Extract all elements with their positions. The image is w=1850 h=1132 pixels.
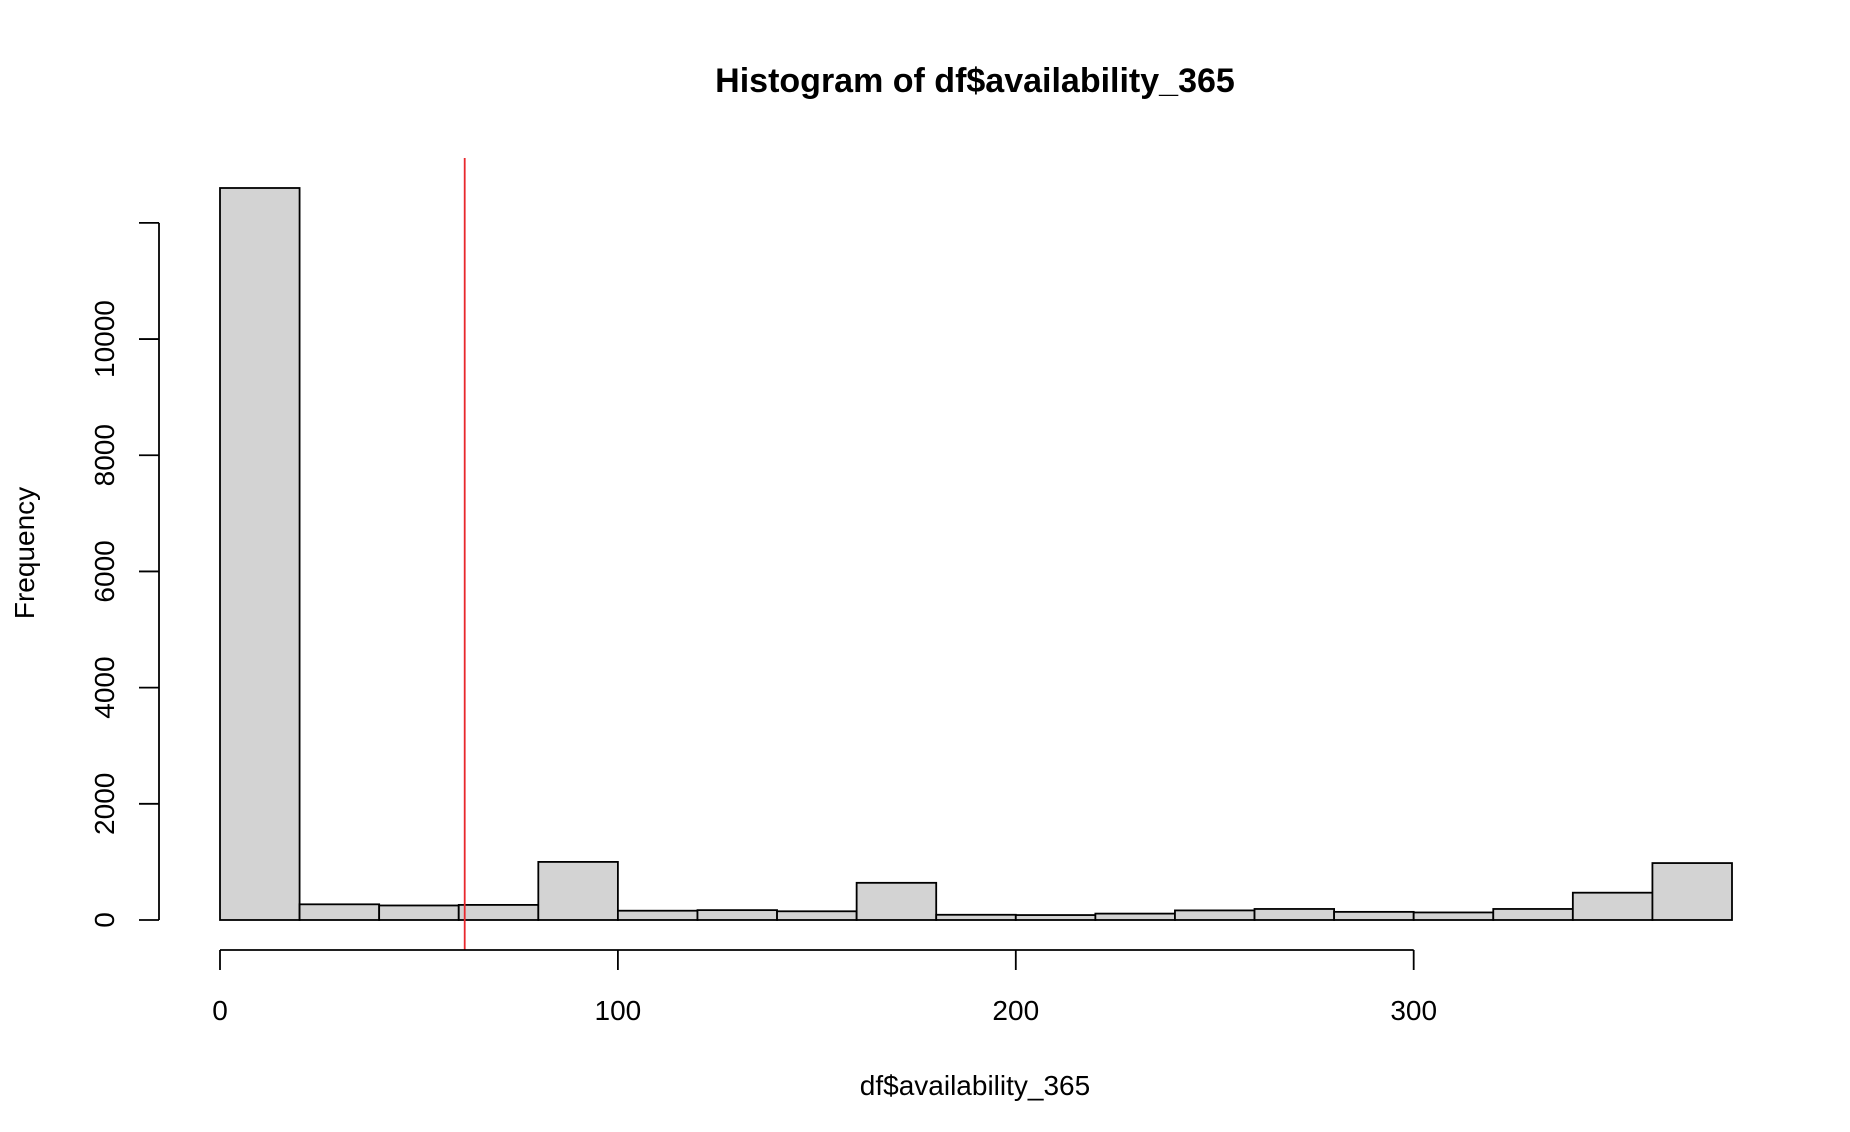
x-tick-label: 300 <box>1390 995 1437 1026</box>
histogram-bar <box>378 904 460 921</box>
y-tick-label: 10000 <box>89 300 120 378</box>
y-tick-label: 0 <box>89 912 120 928</box>
histogram-bar <box>1014 914 1097 921</box>
y-axis: 0 2000 4000 6000 8000 10000 <box>89 221 160 928</box>
x-tick-label: 0 <box>212 995 228 1026</box>
histogram-bar <box>1174 909 1256 921</box>
x-tick-label: 200 <box>992 995 1039 1026</box>
histogram-bar <box>696 909 778 921</box>
histogram-bar <box>1571 891 1654 921</box>
histogram-bar <box>1333 910 1415 921</box>
x-tick-label: 100 <box>595 995 642 1026</box>
chart-title: Histogram of df$availability_365 <box>715 62 1235 100</box>
y-tick-label: 8000 <box>89 424 120 486</box>
y-tick-label: 2000 <box>89 773 120 835</box>
y-tick-label: 4000 <box>89 656 120 718</box>
histogram-bar <box>457 903 540 921</box>
histogram-bar <box>1412 911 1495 921</box>
x-axis: 0 100 200 300 <box>212 949 1437 1026</box>
histogram-bar <box>1094 912 1176 921</box>
histogram-bar <box>1492 908 1574 921</box>
histogram-bar <box>537 861 619 921</box>
histogram-bar <box>298 903 381 921</box>
histogram-bar <box>1253 908 1336 921</box>
bars-group <box>219 187 1733 921</box>
histogram-bar <box>616 909 699 921</box>
histogram-bar <box>1651 862 1733 921</box>
x-axis-label: df$availability_365 <box>860 1070 1090 1101</box>
y-axis-label: Frequency <box>9 487 40 619</box>
histogram-bar <box>776 910 858 921</box>
histogram-bar <box>935 913 1017 921</box>
histogram-bar <box>855 881 938 921</box>
histogram-bar <box>219 187 301 921</box>
y-tick-label: 6000 <box>89 540 120 602</box>
